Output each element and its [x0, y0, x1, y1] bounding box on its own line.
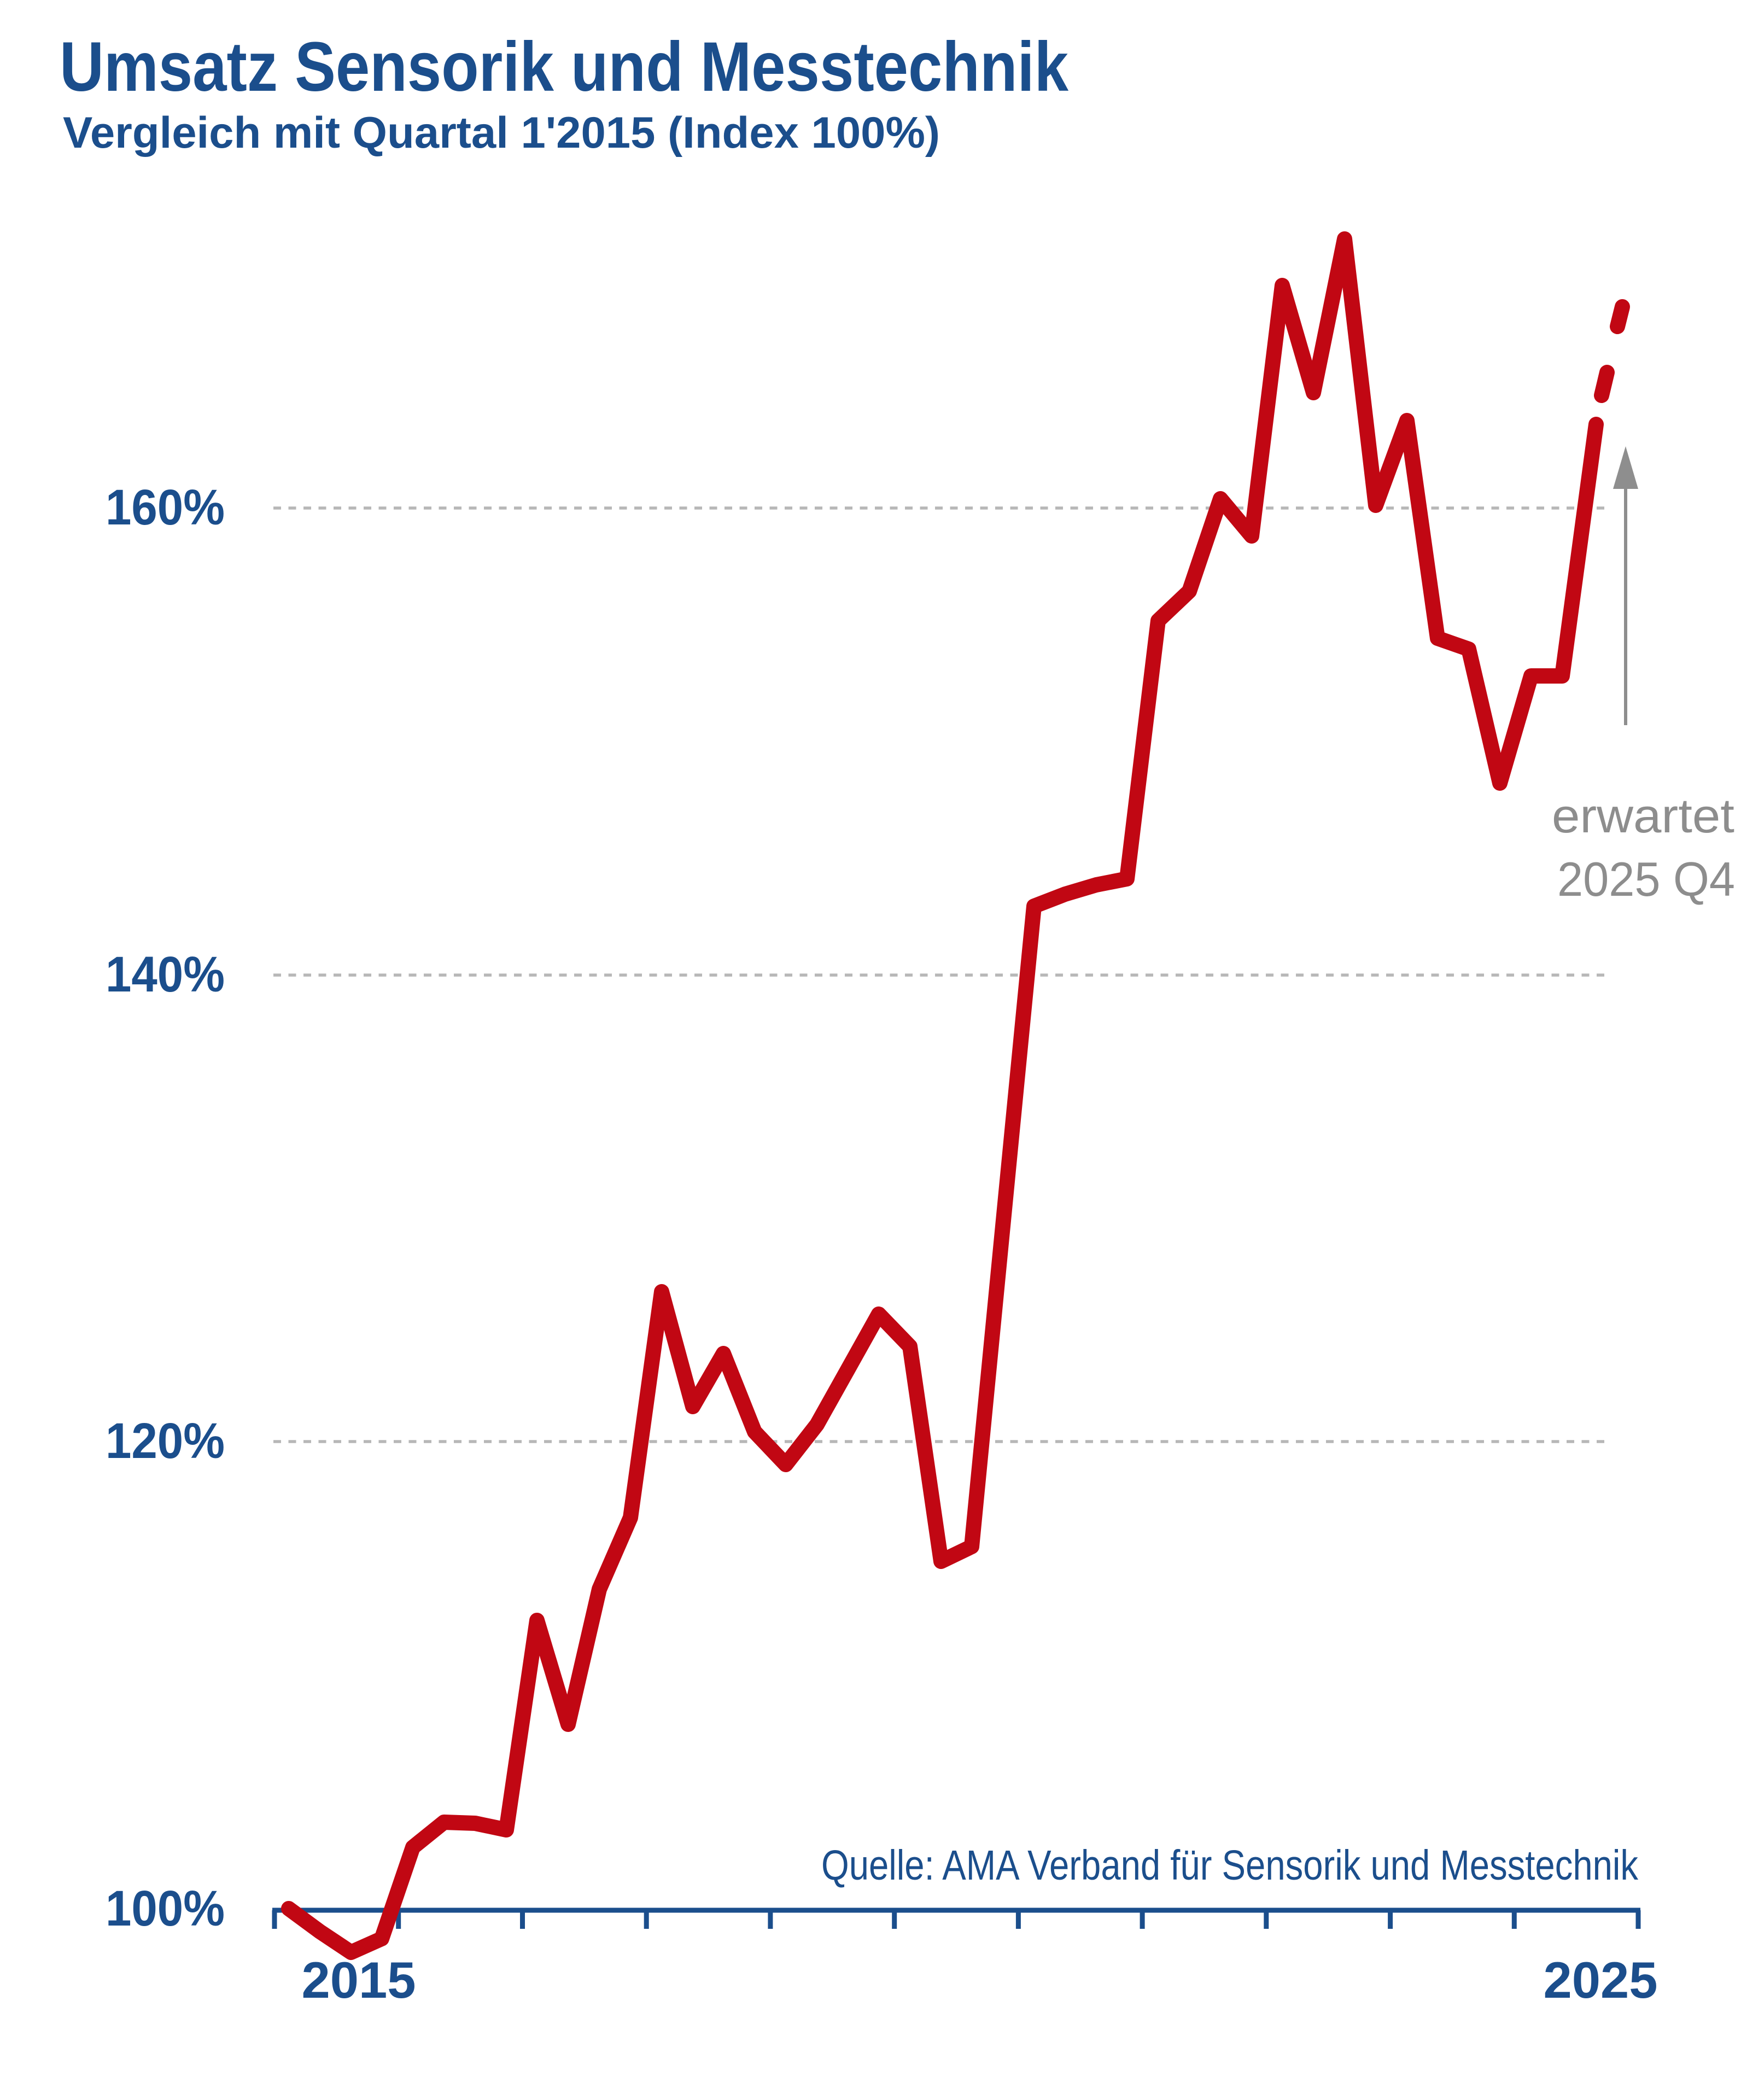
- svg-text:2025: 2025: [1543, 1951, 1657, 2009]
- svg-text:erwartet: erwartet: [1552, 789, 1734, 843]
- svg-text:120%: 120%: [106, 1413, 225, 1469]
- svg-text:Vergleich mit Quartal 1'2015 (: Vergleich mit Quartal 1'2015 (Index 100%…: [63, 108, 940, 158]
- svg-text:2025 Q4: 2025 Q4: [1557, 852, 1735, 906]
- svg-text:2015: 2015: [301, 1951, 416, 2009]
- svg-text:Umsatz Sensorik und Messtechni: Umsatz Sensorik und Messtechnik: [60, 28, 1069, 106]
- svg-text:100%: 100%: [106, 1881, 225, 1936]
- svg-text:140%: 140%: [106, 947, 225, 1002]
- svg-text:Quelle: AMA Verband für Sensor: Quelle: AMA Verband für Sensorik und Mes…: [821, 1842, 1638, 1889]
- svg-text:160%: 160%: [106, 480, 225, 535]
